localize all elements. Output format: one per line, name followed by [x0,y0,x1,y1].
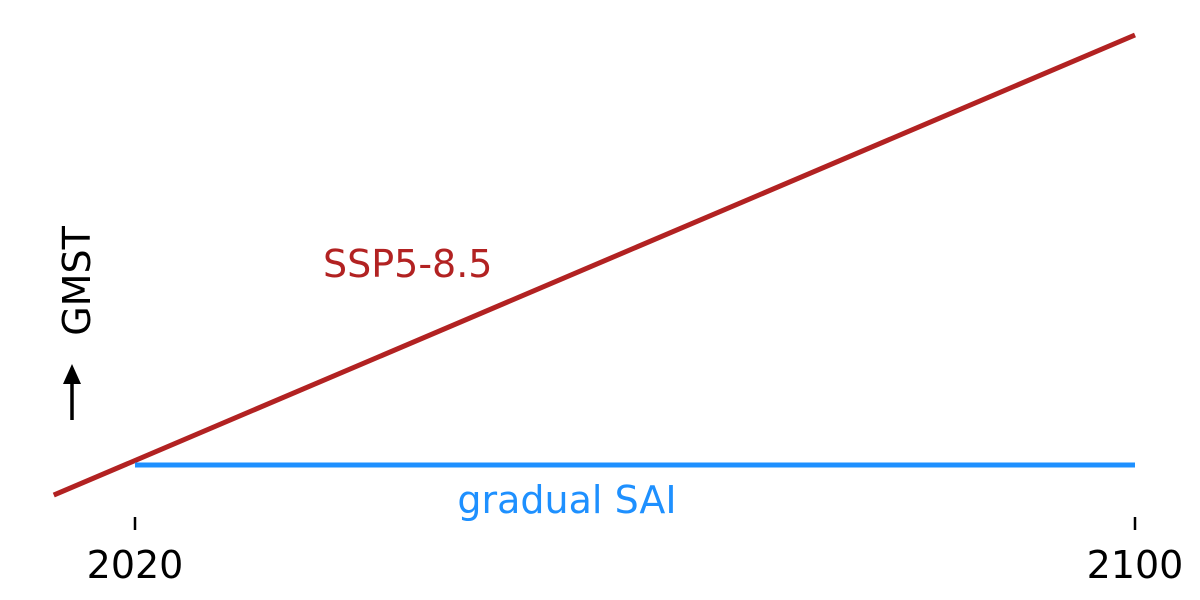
series-label-ssp5-8-5: SSP5-8.5 [323,242,492,286]
y-axis-label-group: GMST [55,225,99,420]
series-layer: SSP5-8.5 gradual SAI [52,32,1136,522]
up-arrow-icon [63,364,81,420]
series-label-gradual-sai: gradual SAI [457,478,676,522]
series-line-ssp5-8-5 [52,32,1136,498]
x-tick-label-2100: 2100 [1087,543,1184,587]
y-axis-label: GMST [55,225,99,335]
x-tick-label-2020: 2020 [87,543,184,587]
x-axis: 2020 2100 [87,517,1184,587]
